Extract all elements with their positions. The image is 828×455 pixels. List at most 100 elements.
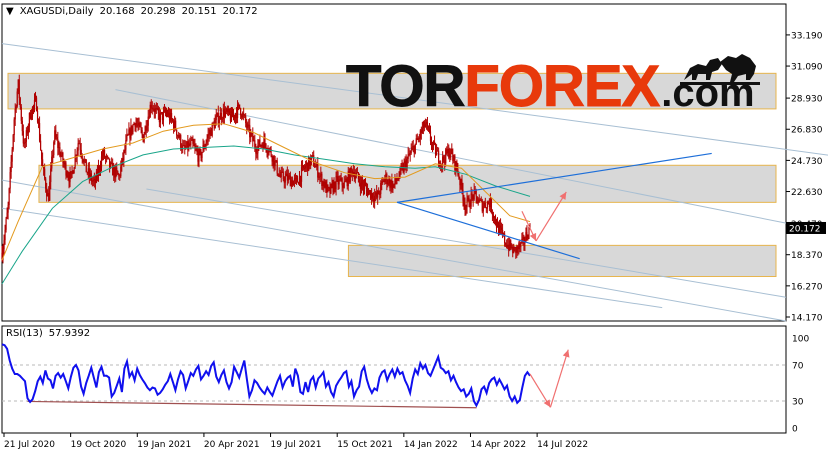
candle-body (468, 197, 470, 207)
candle-body (291, 180, 293, 186)
candle-body (270, 148, 272, 156)
candle-body (528, 226, 530, 239)
candle-body (354, 175, 356, 179)
candle-body (239, 104, 241, 109)
candle-body (77, 143, 79, 151)
candle-body (223, 108, 225, 117)
candle-body (157, 108, 159, 114)
candle-body (281, 171, 283, 173)
rsi-header: RSI(13) 57.9392 (6, 328, 96, 339)
candle-body (98, 166, 101, 171)
candle-body (448, 148, 450, 158)
candle-body (367, 191, 370, 196)
candle-body (153, 109, 155, 113)
candle-body (134, 123, 136, 127)
candle-body (325, 181, 327, 193)
candle-body (138, 122, 140, 126)
candle-body (35, 97, 38, 111)
candle-body (33, 99, 36, 106)
candle-body (74, 155, 76, 168)
candle-body (145, 126, 147, 131)
candle-body (416, 138, 418, 140)
candle-body (443, 156, 445, 161)
candle-body (9, 172, 11, 189)
candle-body (234, 113, 237, 119)
candle-body (267, 152, 269, 154)
candle-body (147, 116, 149, 126)
candle-body (255, 147, 257, 154)
candle-body (499, 225, 502, 228)
candle-body (209, 129, 211, 135)
candle-body (362, 184, 365, 189)
price-tick-label: 18.370 (791, 251, 823, 261)
candle-body (523, 237, 525, 244)
candle-body (364, 184, 367, 186)
candle-body (447, 148, 449, 154)
candle-body (412, 146, 414, 148)
candle-body (76, 150, 78, 158)
candle-body (60, 155, 62, 157)
high-value: 20.298 (140, 6, 176, 17)
candle-body (428, 128, 431, 132)
candle-body (119, 175, 121, 177)
candle-body (194, 146, 196, 148)
rsi-tick-label: 30 (792, 398, 804, 408)
candle-body (352, 172, 354, 175)
candle-body (510, 240, 512, 249)
candle-body (217, 112, 219, 125)
candle-body (211, 123, 213, 136)
candle-body (39, 140, 42, 150)
candle-body (330, 183, 332, 194)
candle-body (350, 168, 352, 171)
candle-body (84, 159, 86, 161)
candle-body (23, 143, 25, 145)
candle-body (389, 179, 391, 188)
candle-body (72, 171, 74, 174)
candle-body (69, 173, 71, 183)
candle-body (422, 121, 424, 129)
candle-body (387, 183, 389, 185)
candle-body (458, 174, 460, 179)
candle-body (360, 180, 363, 190)
candle-body (313, 155, 315, 167)
candle-body (127, 134, 129, 136)
candle-body (114, 167, 116, 178)
candle-body (166, 113, 169, 116)
symbol-label: XAGUSDi,Daily (19, 6, 94, 17)
candle-body (176, 129, 178, 136)
price-tick-label: 31.090 (791, 63, 823, 73)
candle-body (115, 167, 117, 178)
candle-body (87, 168, 89, 174)
candle-body (11, 149, 13, 162)
candle-body (496, 222, 499, 228)
sr-zone-0 (7, 72, 777, 110)
candle-body (334, 182, 336, 190)
candle-body (526, 232, 528, 239)
candle-body (349, 168, 351, 183)
candle-body (37, 121, 40, 124)
candle-body (383, 180, 385, 183)
candle-body (137, 124, 139, 126)
candle-body (460, 179, 462, 186)
candle-body (254, 140, 256, 148)
channel-line-3 (146, 188, 787, 298)
x-tick-label: 15 Oct 2021 (337, 440, 393, 450)
candle-body (113, 167, 115, 176)
candle-body (525, 232, 527, 242)
candle-body (358, 178, 361, 183)
candle-body (381, 181, 383, 184)
candle-body (45, 178, 47, 189)
candle-body (156, 108, 158, 110)
candle-body (202, 144, 204, 153)
candle-body (366, 188, 369, 196)
channel-line-1 (1, 207, 663, 309)
candle-body (406, 158, 408, 169)
candle-body (28, 113, 31, 127)
candle-body (398, 176, 400, 180)
candle-body (205, 142, 207, 146)
candle-body (189, 143, 191, 146)
candle-body (173, 121, 175, 129)
candle-body (222, 108, 224, 119)
open-value: 20.168 (99, 6, 135, 17)
candle-body (121, 158, 123, 167)
